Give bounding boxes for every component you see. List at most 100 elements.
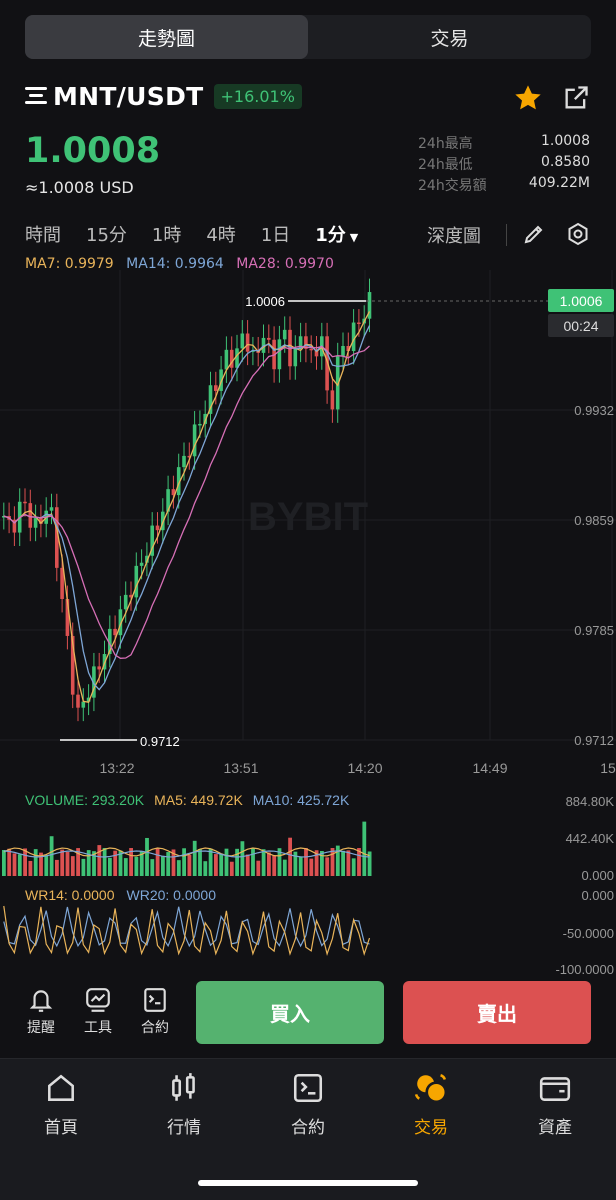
volume-bar bbox=[203, 861, 208, 876]
stat-row: 24h最低 0.8580 bbox=[418, 154, 590, 175]
interval-1m-dropdown[interactable]: 1分 ▼ bbox=[315, 221, 383, 247]
sell-button[interactable]: 賣出 bbox=[403, 981, 591, 1044]
tool-contract[interactable]: 合約 bbox=[135, 986, 175, 1037]
volume-bar bbox=[346, 850, 351, 876]
stat-value: 1.0008 bbox=[541, 133, 590, 149]
candle-body bbox=[60, 567, 64, 600]
tab-chart[interactable]: 走勢圖 bbox=[25, 15, 308, 59]
wr-tick: -100.0000 bbox=[555, 962, 614, 974]
pair-header[interactable]: MNT/USDT +16.01% bbox=[25, 80, 302, 112]
candle-body bbox=[28, 503, 33, 528]
interval-15m[interactable]: 15分 bbox=[86, 225, 127, 246]
stat-row: 24h最高 1.0008 bbox=[418, 133, 590, 154]
candle-body bbox=[282, 329, 287, 340]
stat-value: 409.22M bbox=[528, 175, 590, 191]
wr14-line bbox=[3, 905, 371, 957]
nav-market[interactable]: 行情 bbox=[144, 1071, 224, 1138]
volume-bar bbox=[235, 848, 239, 876]
volume-bar bbox=[293, 851, 298, 876]
volume-bar bbox=[166, 852, 171, 876]
candle-body bbox=[293, 348, 298, 367]
candle-body bbox=[12, 519, 17, 533]
volume-bar bbox=[33, 849, 38, 876]
volume-bar bbox=[123, 858, 128, 876]
volume-bar bbox=[362, 821, 367, 876]
interval-time[interactable]: 時間 bbox=[25, 225, 61, 246]
volume-legend-item: MA10: 425.72K bbox=[253, 792, 350, 808]
volume-bar bbox=[92, 851, 96, 876]
volume-bar bbox=[49, 836, 54, 876]
menu-icon bbox=[25, 87, 47, 105]
volume-bar bbox=[2, 850, 6, 876]
volume-bar bbox=[282, 859, 287, 876]
volume-bar bbox=[102, 848, 107, 876]
volume-bar bbox=[155, 848, 160, 876]
change-badge: +16.01% bbox=[213, 83, 302, 109]
volume-bar bbox=[108, 857, 112, 876]
divider bbox=[506, 224, 507, 246]
volume-bar bbox=[224, 848, 229, 876]
time-tick: 14:49 bbox=[472, 760, 507, 776]
price-chart[interactable]: BYBIT 0.9932 0.9859 0.9785 0.9712 13:22 13:51… bbox=[0, 262, 616, 974]
home-indicator bbox=[198, 1180, 418, 1186]
tool-alert[interactable]: 提醒 bbox=[21, 986, 61, 1037]
volume-bar bbox=[240, 841, 245, 876]
candle-body bbox=[214, 385, 218, 391]
favorite-star-icon[interactable] bbox=[511, 82, 545, 114]
volume-legend: VOLUME: 293.20K MA5: 449.72K MA10: 425.72K bbox=[25, 792, 350, 808]
volume-bar bbox=[245, 854, 250, 876]
wr-legend: WR14: 0.0000 WR20: 0.0000 bbox=[25, 887, 216, 903]
tool-label: 合約 bbox=[141, 1020, 169, 1036]
view-tabs: 走勢圖 交易 bbox=[25, 15, 591, 59]
volume-bar bbox=[357, 848, 361, 876]
interval-1h[interactable]: 1時 bbox=[151, 225, 182, 246]
volume-bar bbox=[298, 856, 303, 876]
candle-body bbox=[367, 292, 372, 319]
nav-contract[interactable]: 合約 bbox=[268, 1071, 348, 1138]
nav-assets[interactable]: 資產 bbox=[515, 1071, 595, 1138]
wr-legend-item: WR20: 0.0000 bbox=[127, 887, 217, 903]
candle-body bbox=[187, 455, 192, 458]
candle-body bbox=[139, 562, 144, 566]
candle-body bbox=[208, 385, 213, 414]
candle-body bbox=[108, 628, 112, 655]
depth-chart-button[interactable]: 深度圖 bbox=[427, 226, 481, 247]
nav-label: 交易 bbox=[414, 1118, 448, 1138]
buy-button[interactable]: 買入 bbox=[196, 981, 384, 1044]
volume-bar bbox=[113, 850, 118, 876]
candle-body bbox=[192, 424, 197, 457]
tab-trade[interactable]: 交易 bbox=[430, 27, 469, 50]
share-icon[interactable] bbox=[562, 84, 590, 112]
candle-body bbox=[267, 337, 271, 340]
price-axis: 0.9932 0.9859 0.9785 0.9712 13:22 13:51 14:20 1… bbox=[60, 289, 616, 776]
tool-tools[interactable]: 工具 bbox=[78, 986, 118, 1037]
settings-gear-icon[interactable] bbox=[566, 222, 590, 246]
wr-legend-item: WR14: 0.0000 bbox=[25, 887, 115, 903]
ma-lines bbox=[3, 311, 371, 704]
interval-4h[interactable]: 4時 bbox=[206, 225, 236, 246]
candle-body bbox=[288, 329, 292, 367]
interval-1d[interactable]: 1日 bbox=[260, 225, 291, 246]
time-tick: 13:22 bbox=[99, 760, 134, 776]
pencil-icon[interactable] bbox=[522, 222, 546, 246]
nav-trade[interactable]: 交易 bbox=[391, 1071, 471, 1138]
nav-home[interactable]: 首頁 bbox=[21, 1071, 101, 1138]
candle-body bbox=[341, 345, 345, 357]
candle-body bbox=[2, 516, 6, 518]
wallet-icon bbox=[539, 1077, 571, 1101]
volume-bar bbox=[150, 859, 155, 876]
candle-body bbox=[330, 390, 335, 410]
nav-label: 行情 bbox=[167, 1118, 201, 1138]
tools-icon bbox=[86, 988, 110, 1012]
candle-body bbox=[76, 694, 80, 708]
low-marker-label: 0.9712 bbox=[140, 734, 180, 749]
stat-value: 0.8580 bbox=[541, 154, 590, 170]
candle-body bbox=[123, 594, 128, 610]
candle-body bbox=[33, 518, 38, 528]
volume-bar bbox=[314, 850, 319, 876]
candle-body bbox=[357, 322, 361, 325]
volume-bar bbox=[214, 854, 218, 876]
price-tick: 0.9859 bbox=[574, 513, 614, 528]
watermark: BYBIT bbox=[248, 495, 368, 539]
home-icon bbox=[48, 1074, 74, 1101]
